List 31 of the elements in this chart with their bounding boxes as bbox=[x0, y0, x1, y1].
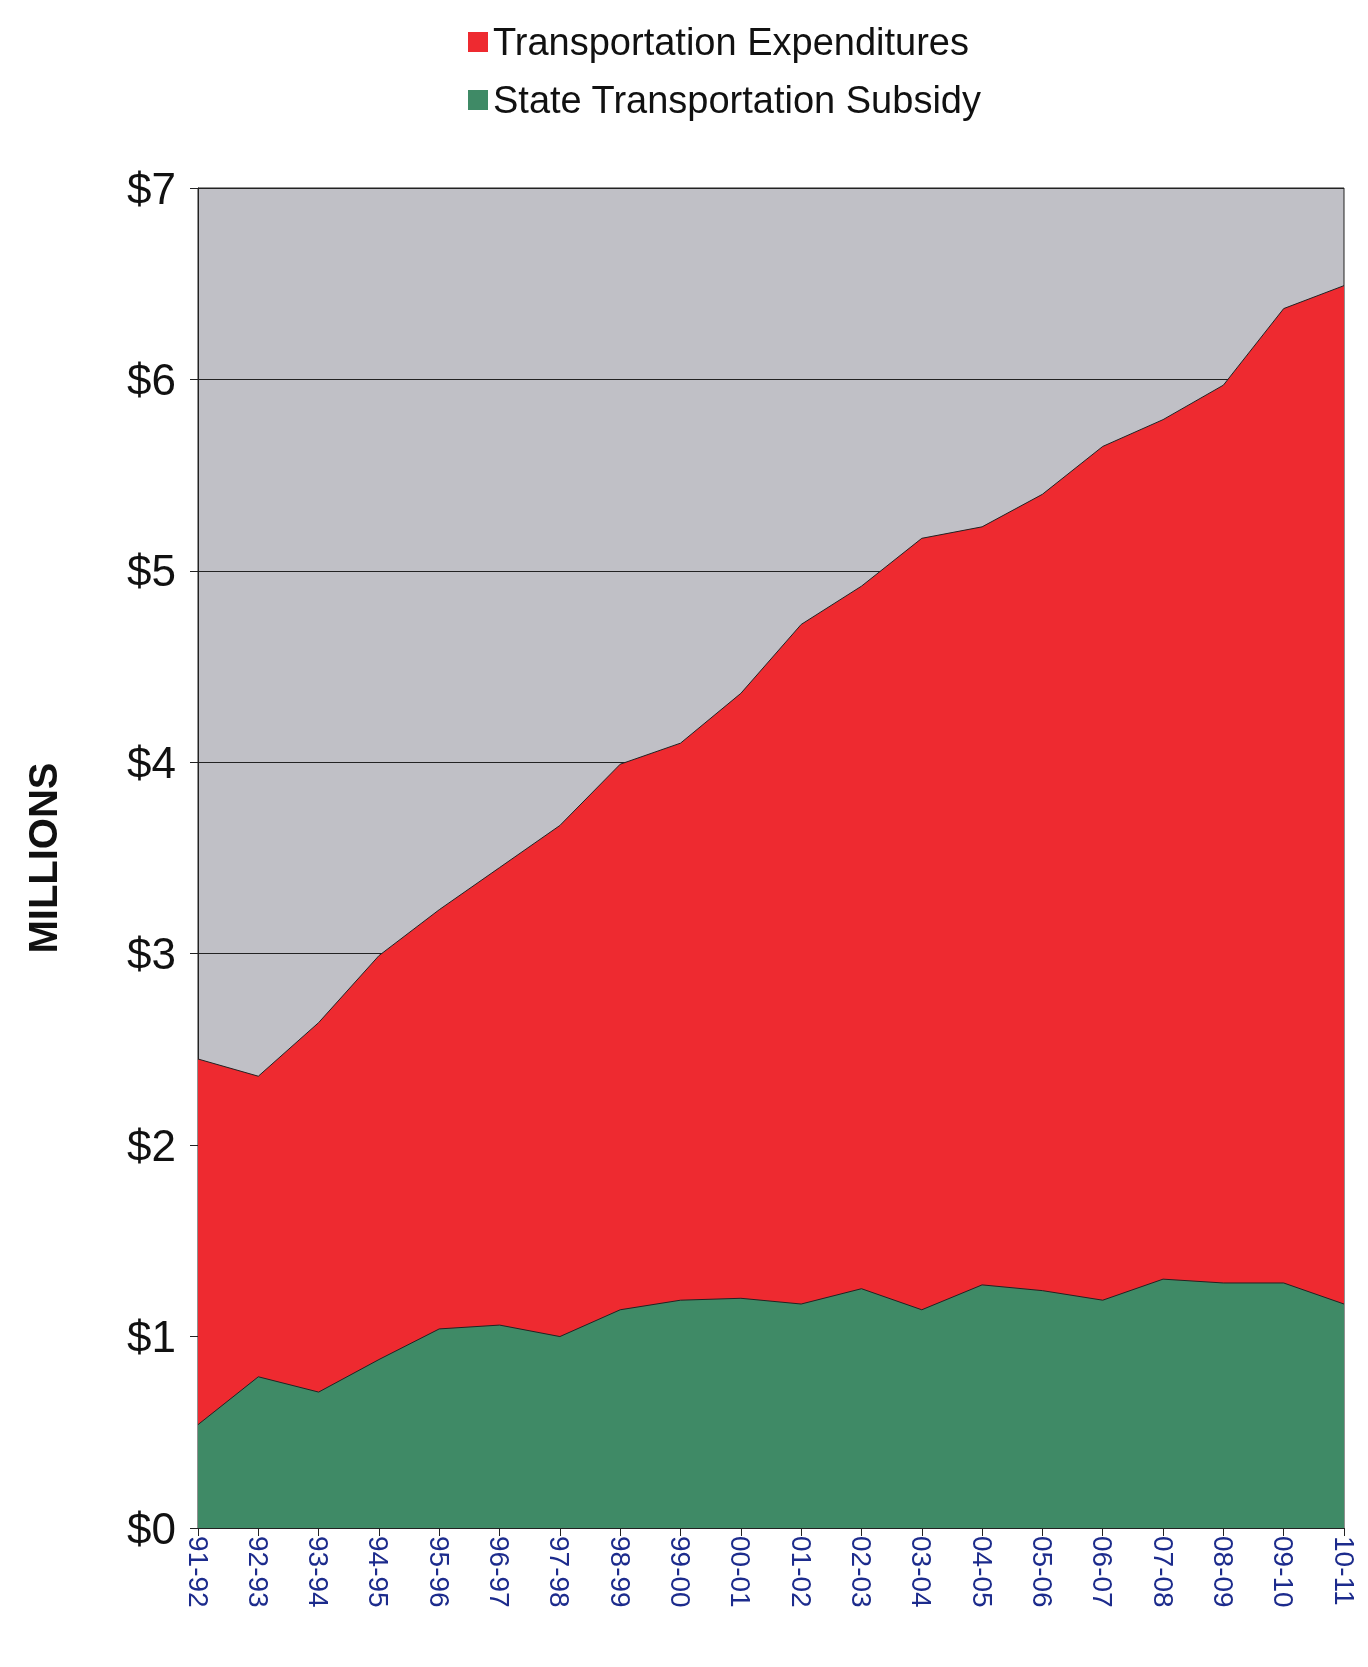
y-tick-label: $5 bbox=[127, 546, 176, 596]
x-tick-label: 96-97 bbox=[484, 1536, 516, 1608]
x-tick-label: 03-04 bbox=[906, 1536, 938, 1608]
x-tick-label: 02-03 bbox=[845, 1536, 877, 1608]
x-tick-label: 05-06 bbox=[1026, 1536, 1058, 1608]
x-tick-label: 97-98 bbox=[544, 1536, 576, 1608]
x-tick-label: 93-94 bbox=[303, 1536, 335, 1608]
x-tick-label: 10-11 bbox=[1328, 1536, 1360, 1606]
y-tick-label: $6 bbox=[127, 354, 176, 404]
x-tick-label: 07-08 bbox=[1147, 1536, 1179, 1608]
x-tick-label: 98-99 bbox=[604, 1536, 636, 1608]
y-tick-label: $7 bbox=[127, 163, 176, 213]
x-tick-label: 94-95 bbox=[363, 1536, 395, 1608]
x-tick-label: 09-10 bbox=[1268, 1536, 1300, 1608]
legend-label: Transportation Expenditures bbox=[493, 21, 969, 63]
x-tick-label: 91-92 bbox=[182, 1536, 214, 1608]
y-axis-title: MILLIONS bbox=[21, 762, 65, 954]
x-tick-label: 08-09 bbox=[1207, 1536, 1239, 1608]
x-tick-label: 92-93 bbox=[242, 1536, 274, 1608]
x-tick-label: 06-07 bbox=[1087, 1536, 1119, 1608]
y-tick-label: $3 bbox=[127, 929, 176, 979]
y-tick-label: $0 bbox=[127, 1503, 176, 1553]
y-tick-label: $4 bbox=[127, 737, 176, 787]
x-tick-label: 99-00 bbox=[665, 1536, 697, 1608]
x-tick-label: 95-96 bbox=[423, 1536, 455, 1608]
legend-label: State Transportation Subsidy bbox=[493, 79, 981, 121]
x-tick-label: 00-01 bbox=[725, 1536, 757, 1608]
y-tick-label: $2 bbox=[127, 1120, 176, 1170]
x-tick-label: 01-02 bbox=[785, 1536, 817, 1608]
x-tick-label: 04-05 bbox=[966, 1536, 998, 1608]
y-tick-label: $1 bbox=[127, 1312, 176, 1362]
